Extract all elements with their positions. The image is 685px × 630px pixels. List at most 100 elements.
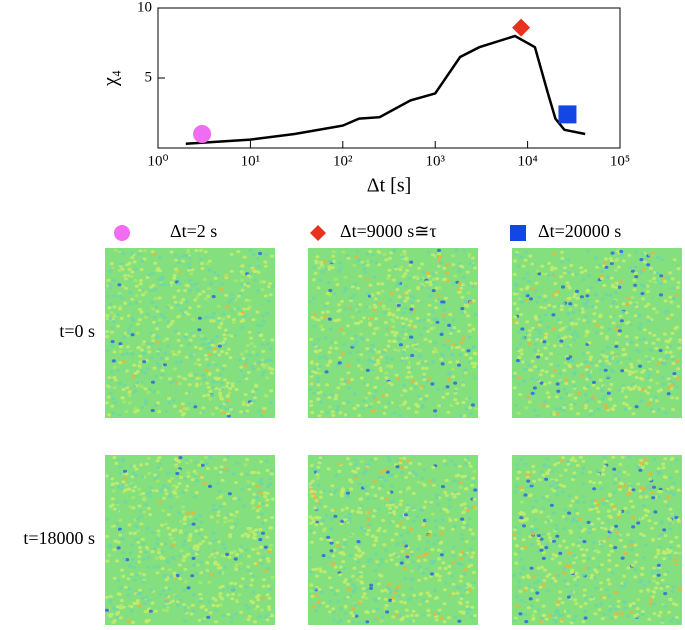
texture-dot: [191, 552, 195, 555]
texture-dot: [634, 275, 638, 278]
texture-dot: [513, 372, 517, 375]
texture-dot: [318, 503, 322, 506]
texture-dot: [344, 605, 348, 608]
texture-dot: [565, 518, 569, 521]
texture-dot: [391, 538, 395, 541]
texture-dot: [625, 311, 629, 314]
texture-dot: [229, 356, 233, 359]
texture-dot: [421, 404, 425, 407]
texture-dot: [574, 572, 578, 575]
texture-dot: [154, 306, 158, 309]
texture-dot: [546, 520, 550, 523]
texture-dot: [155, 322, 159, 325]
texture-dot: [218, 405, 222, 408]
texture-dot: [412, 507, 416, 510]
texture-dot: [641, 297, 645, 300]
texture-dot: [605, 407, 609, 410]
texture-dot: [533, 610, 537, 613]
texture-dot: [536, 599, 540, 602]
texture-dot: [556, 390, 560, 393]
texture-dot: [672, 492, 676, 495]
texture-dot: [539, 353, 543, 356]
texture-dot: [181, 510, 185, 513]
texture-dot: [322, 554, 326, 557]
texture-dot: [648, 472, 652, 475]
texture-dot: [663, 573, 667, 576]
texture-dot: [252, 590, 256, 593]
texture-dot: [329, 260, 333, 263]
texture-dot: [397, 304, 401, 307]
texture-dot: [588, 480, 592, 483]
texture-dot: [130, 298, 134, 301]
texture-dot: [230, 270, 234, 273]
texture-dot: [452, 561, 456, 564]
texture-dot: [415, 404, 419, 407]
texture-dot: [137, 555, 141, 558]
texture-dot: [149, 486, 153, 489]
texture-dot: [552, 327, 556, 330]
texture-dot: [464, 487, 468, 490]
texture-dot: [400, 550, 404, 553]
texture-dot: [461, 511, 465, 514]
texture-dot: [582, 483, 586, 486]
texture-dot: [661, 619, 665, 622]
texture-dot: [229, 620, 233, 623]
texture-dot: [543, 568, 547, 571]
texture-dot: [164, 586, 168, 589]
texture-dot: [437, 286, 441, 289]
texture-dot: [563, 508, 567, 511]
texture-dot: [157, 565, 161, 568]
texture-dot: [166, 306, 170, 309]
texture-dot: [432, 289, 436, 292]
texture-dot: [400, 561, 404, 564]
texture-dot: [215, 406, 219, 409]
texture-dot: [169, 381, 173, 384]
texture-dot: [309, 400, 313, 403]
texture-dot: [561, 327, 565, 330]
texture-dot: [229, 513, 233, 516]
texture-dot: [438, 579, 442, 582]
texture-dot: [117, 592, 121, 595]
texture-dot: [431, 253, 435, 256]
texture-dot: [617, 513, 621, 516]
texture-dot: [581, 554, 585, 557]
texture-dot: [225, 385, 229, 388]
texture-dot: [358, 601, 362, 604]
texture-dot: [369, 558, 373, 561]
texture-dot: [207, 386, 211, 389]
texture-dot: [255, 496, 259, 499]
texture-dot: [581, 472, 585, 475]
texture-dot: [605, 337, 609, 340]
texture-dot: [312, 266, 316, 269]
texture-dot: [251, 601, 255, 604]
texture-dot: [312, 391, 316, 394]
texture-dot: [326, 536, 330, 539]
texture-dot: [542, 583, 546, 586]
texture-dot: [372, 409, 376, 412]
texture-dot: [615, 564, 619, 567]
texture-dot: [136, 323, 140, 326]
texture-dot: [362, 565, 366, 568]
texture-dot: [631, 516, 635, 519]
texture-dot: [582, 467, 586, 470]
texture-dot: [360, 261, 364, 264]
texture-dot: [558, 544, 562, 547]
texture-dot: [187, 402, 191, 405]
texture-dot: [350, 480, 354, 483]
texture-dot: [152, 334, 156, 337]
texture-dot: [190, 612, 194, 615]
texture-dot: [133, 602, 137, 605]
texture-dot: [529, 369, 533, 372]
texture-dot: [519, 288, 523, 291]
texture-dot: [531, 465, 535, 468]
texture-dot: [208, 346, 212, 349]
texture-dot: [471, 532, 475, 535]
texture-dot: [396, 349, 400, 352]
texture-dot: [562, 540, 566, 543]
texture-dot: [344, 612, 348, 615]
texture-dot: [384, 479, 388, 482]
texture-dot: [155, 310, 159, 313]
texture-dot: [675, 293, 679, 296]
texture-dot: [513, 528, 517, 531]
texture-dot: [120, 569, 124, 572]
